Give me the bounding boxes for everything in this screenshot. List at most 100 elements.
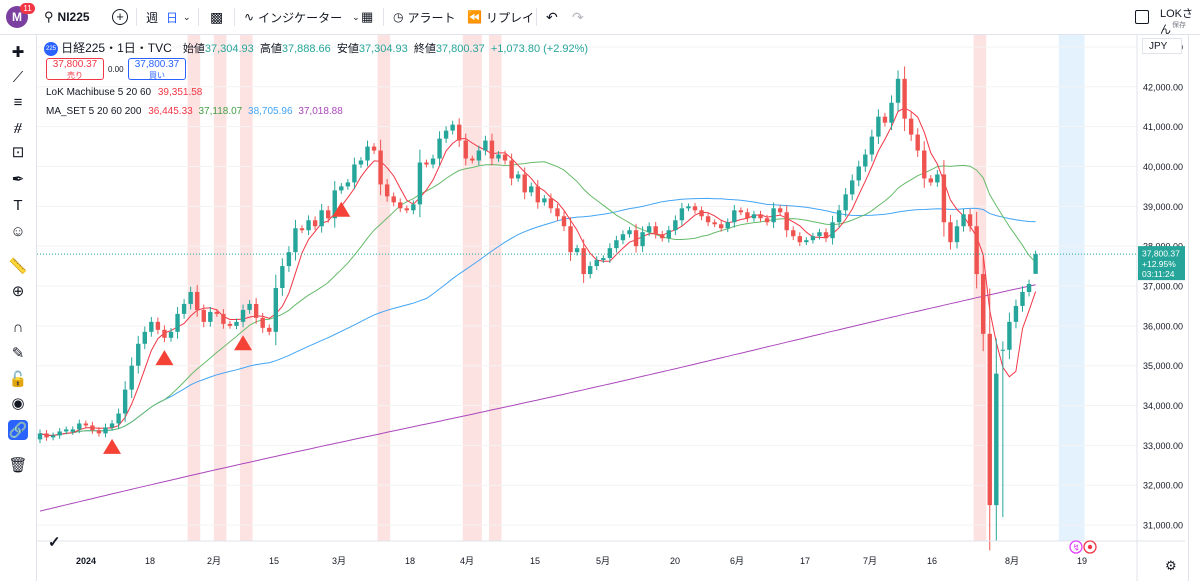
last-price-change: +12.95% <box>1142 259 1176 269</box>
pattern-tool[interactable]: ⧣ <box>8 117 28 137</box>
replay-button[interactable]: ⏪ リプレイ <box>467 0 534 34</box>
avatar-letter: M <box>12 10 22 24</box>
candle <box>463 133 468 166</box>
candle-body <box>37 433 43 440</box>
symbol-search[interactable]: ⚲ NI225 <box>44 0 90 34</box>
ma60-value: 38,705.96 <box>248 106 293 117</box>
trendline-tool[interactable]: ⟋ <box>8 67 28 87</box>
candle <box>935 170 940 187</box>
chevron-down-icon: ⌄ <box>183 11 191 22</box>
brush-tool[interactable]: ✒ <box>8 169 28 189</box>
indicators-button[interactable]: ∿ インジケーター ⌄ <box>244 0 360 34</box>
candle <box>548 193 554 214</box>
candle <box>358 157 364 168</box>
candle-body <box>306 220 311 231</box>
candle <box>882 112 888 127</box>
divider <box>198 8 199 26</box>
candle <box>954 219 960 249</box>
indicators-icon: ∿ <box>244 10 255 24</box>
notification-badge: 11 <box>20 3 35 14</box>
divider <box>234 8 235 26</box>
visibility-tool[interactable]: ◉ <box>8 393 28 413</box>
candle-body <box>371 146 377 151</box>
delete-tool[interactable]: 🗑 <box>8 455 28 475</box>
candle <box>784 205 789 238</box>
magnet-tool[interactable]: ∩ <box>8 317 28 337</box>
event-icon[interactable] <box>1083 540 1097 554</box>
indicator-1-value: 39,351.58 <box>157 87 203 98</box>
candle <box>149 316 154 337</box>
prediction-tool[interactable]: ⊡ <box>8 142 28 162</box>
lock-drawings-tool[interactable]: ✎ <box>8 343 28 363</box>
interval-day[interactable]: 日 ⌄ <box>166 0 191 34</box>
high-label: 高値 <box>259 43 282 55</box>
candle <box>404 205 409 214</box>
candle-body <box>96 430 102 434</box>
alert-button[interactable]: ◷ アラート <box>393 0 456 34</box>
sell-button[interactable]: 37,800.37 売り <box>46 58 104 80</box>
price-chart[interactable]: 31,000.00 32,000.00 33,000.00 34,000.00 35,0… <box>37 35 1185 581</box>
divider <box>136 8 137 26</box>
emoji-tool[interactable]: ☺ <box>8 221 28 241</box>
candle <box>332 181 337 228</box>
candle-body <box>777 208 783 213</box>
crosshair-tool[interactable]: ✚ <box>8 42 28 62</box>
sell-label: 売り <box>67 71 83 80</box>
interval-week[interactable]: 週 <box>146 10 159 25</box>
lock-tool[interactable]: 🔓 <box>8 369 28 389</box>
y-tick-label: 40,000.00 <box>1143 162 1183 172</box>
candle <box>430 154 436 169</box>
candle <box>70 426 75 435</box>
gear-icon[interactable]: ⚙ <box>1165 558 1177 573</box>
undo-button[interactable]: ↶ <box>546 0 558 34</box>
candle-body <box>1033 254 1038 274</box>
candle <box>371 143 377 154</box>
zoom-in-icon: ⊕ <box>11 283 25 300</box>
candle <box>1007 312 1012 360</box>
user-name[interactable]: LOKさん <box>1160 8 1194 36</box>
candle <box>417 149 423 218</box>
candle <box>607 243 613 263</box>
ma60-line <box>39 197 1036 436</box>
candle-body <box>764 218 770 223</box>
compare-button[interactable]: + <box>112 0 128 34</box>
currency-label: JPY <box>1149 41 1168 52</box>
candle-body <box>889 102 894 123</box>
candle-body <box>908 118 914 135</box>
candle-body <box>758 214 763 219</box>
lightning-icon[interactable] <box>1069 540 1083 554</box>
y-tick-label: 32,000.00 <box>1143 481 1183 491</box>
candle <box>476 145 482 166</box>
x-tick-label: 7月 <box>863 556 877 566</box>
candle <box>535 180 540 209</box>
candle <box>915 128 920 157</box>
zoom-tool[interactable]: ⊕ <box>8 281 28 301</box>
x-tick-label: 17 <box>800 556 810 566</box>
fib-tool[interactable]: ≡ <box>8 92 28 112</box>
candle <box>961 208 966 232</box>
indicator-legend-2[interactable]: MA_SET 5 20 60 200 36,445.33 37,118.07 3… <box>46 106 343 117</box>
candle-body <box>155 321 161 330</box>
layouts-button[interactable]: ▦ <box>361 0 373 34</box>
sync-tool[interactable]: 🔗 <box>8 420 28 440</box>
fullscreen-checkbox[interactable] <box>1135 0 1149 34</box>
text-tool[interactable]: T <box>8 195 28 215</box>
buy-button[interactable]: 37,800.37 買い <box>128 58 186 80</box>
candle <box>994 338 999 541</box>
symbol-logo: 225 <box>44 42 58 57</box>
currency-button[interactable]: JPY <box>1142 38 1182 54</box>
candle <box>653 221 658 239</box>
candle <box>666 225 671 243</box>
redo-button[interactable]: ↷ <box>572 0 584 34</box>
measure-tool[interactable]: 📏 <box>8 256 28 276</box>
indicator-legend-1[interactable]: LoK Machibuse 5 20 60 39,351.58 <box>46 87 202 98</box>
candles-icon: ▩ <box>210 8 224 25</box>
chart-type-button[interactable]: ▩ <box>210 0 223 34</box>
candle <box>129 357 134 398</box>
event-band-0 <box>187 35 201 541</box>
candle-body <box>352 164 357 183</box>
candle <box>208 307 213 327</box>
candle-body <box>319 210 324 227</box>
candle-body <box>411 204 416 211</box>
candle <box>594 256 599 270</box>
